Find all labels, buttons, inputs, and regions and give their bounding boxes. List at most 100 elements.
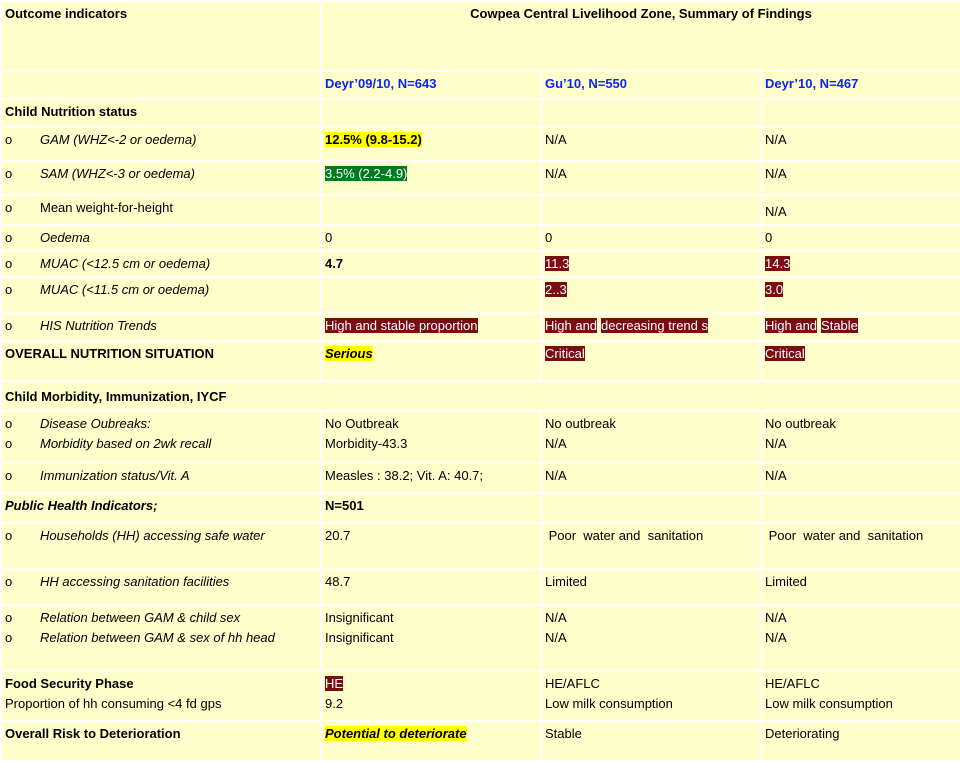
- cell: HE/AFLC: [765, 676, 820, 691]
- cell: N/A: [759, 462, 960, 494]
- his-gu10-a: High and: [545, 318, 598, 333]
- cell: [540, 194, 762, 226]
- bullet-icon: o: [5, 528, 13, 543]
- table-row-sanitation: o HH accessing sanitation facilities 48.7…: [0, 568, 960, 606]
- bullet-icon: o: [5, 416, 13, 431]
- cell: 9.2: [325, 696, 344, 711]
- row-label: HIS Nutrition Trends: [40, 318, 157, 333]
- section-morbidity: Child Morbidity, Immunization, IYCF: [0, 380, 960, 412]
- row-label: GAM (WHZ<-2 or oedema): [40, 132, 197, 147]
- bullet-icon: o: [5, 282, 13, 297]
- cell: 20.7: [320, 522, 542, 570]
- table-row-food-security: Food Security Phase Proportion of hh con…: [0, 670, 960, 722]
- cell: N/A: [540, 126, 762, 162]
- outcome-indicators-header: Outcome indicators: [0, 0, 322, 72]
- bullet-icon: o: [5, 468, 13, 483]
- bullet-icon: o: [5, 610, 13, 625]
- cell: 4.7: [320, 250, 542, 278]
- cell: Insignificant: [325, 610, 394, 625]
- section-child-nutrition: Child Nutrition status: [0, 98, 322, 128]
- bullet-icon: o: [5, 200, 13, 215]
- cell: Deteriorating: [759, 720, 960, 762]
- cell: Morbidity-43.3: [325, 436, 408, 451]
- gam-value: 12.5% (9.8-15.2): [325, 132, 422, 147]
- table-row-muac125: o MUAC (<12.5 cm or oedema) 4.7 11.3 14.3: [0, 250, 960, 278]
- cell: Poor water and sanitation: [759, 522, 960, 570]
- row-label: Immunization status/Vit. A: [40, 468, 190, 483]
- row-label: Morbidity based on 2wk recall: [40, 436, 212, 451]
- cell: N/A: [765, 610, 787, 625]
- table-row-safe-water: o Households (HH) accessing safe water 20…: [0, 522, 960, 570]
- table-row-sam: o SAM (WHZ<-3 or oedema) 3.5% (2.2-4.9) N…: [0, 160, 960, 196]
- table-row-immunization: o Immunization status/Vit. A Measles : 38…: [0, 462, 960, 494]
- row-label: Relation between GAM & child sex: [40, 610, 241, 625]
- table-row-mean-wfh: o Mean weight-for-height N/A: [0, 194, 960, 226]
- cell: Low milk consumption: [765, 696, 893, 711]
- overall-nutrition-label: OVERALL NUTRITION SITUATION: [0, 340, 322, 382]
- overall-deyr10: Critical: [765, 346, 805, 361]
- bullet-icon: o: [5, 256, 13, 271]
- cell: N/A: [759, 126, 960, 162]
- cell: No outbreak: [545, 416, 616, 431]
- col-header-deyr10: Deyr’10, N=467: [759, 70, 960, 100]
- cell: Poor water and sanitation: [540, 522, 762, 570]
- row-label: MUAC (<12.5 cm or oedema): [40, 256, 211, 271]
- section-public-health: Public Health Indicators;: [0, 492, 322, 524]
- col-header-gu10: Gu’10, N=550: [540, 70, 762, 100]
- table-row-disease: o Disease Oubreaks: o Morbidity based on 2…: [0, 410, 960, 464]
- table-row-oedema: o Oedema 0 0 0: [0, 224, 960, 252]
- table-row-gam: o GAM (WHZ<-2 or oedema) 12.5% (9.8-15.2)…: [0, 126, 960, 162]
- cell: 0: [759, 224, 960, 252]
- overall-deyr0910: Serious: [325, 346, 373, 361]
- cell: N/A: [540, 160, 762, 196]
- cell: 48.7: [320, 568, 542, 606]
- cell: Insignificant: [325, 630, 394, 645]
- muac115-gu10: 2..3: [545, 282, 567, 297]
- cell: N/A: [545, 436, 567, 451]
- empty-cell: [0, 70, 322, 100]
- overall-gu10: Critical: [545, 346, 585, 361]
- section-row-child-nutrition: Child Nutrition status: [0, 98, 960, 128]
- bullet-icon: o: [5, 630, 13, 645]
- his-deyr0910: High and stable proportion: [325, 318, 478, 333]
- cell: N/A: [545, 630, 567, 645]
- row-label: Relation between GAM & sex of hh head: [40, 630, 275, 645]
- proportion-label: Proportion of hh consuming <4 fd gps: [5, 696, 222, 711]
- cell: N/A: [759, 160, 960, 196]
- bullet-icon: o: [5, 132, 13, 147]
- muac125-deyr10: 14.3: [765, 256, 791, 271]
- food-phase-he: HE: [325, 676, 344, 691]
- bullet-icon: o: [5, 318, 13, 333]
- table-row-muac115: o MUAC (<11.5 cm or oedema) 2..3 3.0: [0, 276, 960, 314]
- cell: 0: [540, 224, 762, 252]
- cell: Low milk consumption: [545, 696, 673, 711]
- risk-deyr0910: Potential to deteriorate: [325, 726, 467, 741]
- public-health-n: N=501: [320, 492, 542, 524]
- table-row-public-health: Public Health Indicators; N=501: [0, 492, 960, 524]
- cell: [320, 194, 542, 226]
- table-row-his: o HIS Nutrition Trends High and stable pr…: [0, 312, 960, 342]
- cell: N/A: [765, 630, 787, 645]
- table-row-overall-risk: Overall Risk to Deterioration Potential …: [0, 720, 960, 762]
- cell: N/A: [540, 462, 762, 494]
- cell: Measles : 38.2; Vit. A: 40.7;: [320, 462, 542, 494]
- cell: [320, 276, 542, 314]
- cell: Limited: [540, 568, 762, 606]
- col-header-deyr0910: Deyr’09/10, N=643: [320, 70, 542, 100]
- zone-title: Cowpea Central Livelihood Zone, Summary …: [319, 0, 960, 72]
- row-label: HH accessing sanitation facilities: [40, 574, 230, 589]
- muac115-deyr10: 3.0: [765, 282, 784, 297]
- section-row-morbidity: Child Morbidity, Immunization, IYCF: [0, 380, 960, 412]
- cell: N/A: [545, 610, 567, 625]
- muac125-gu10: 11.3: [545, 256, 570, 271]
- row-label: SAM (WHZ<-3 or oedema): [40, 166, 195, 181]
- row-label: Mean weight-for-height: [40, 200, 173, 215]
- table-row-overall-nutrition: OVERALL NUTRITION SITUATION Serious Crit…: [0, 340, 960, 382]
- cell: HE/AFLC: [545, 676, 600, 691]
- his-deyr10-b: Stable: [821, 318, 858, 333]
- bullet-icon: o: [5, 166, 13, 181]
- sam-value: 3.5% (2.2-4.9): [325, 166, 408, 181]
- bullet-icon: o: [5, 230, 13, 245]
- section-food-security: Food Security Phase: [5, 676, 134, 691]
